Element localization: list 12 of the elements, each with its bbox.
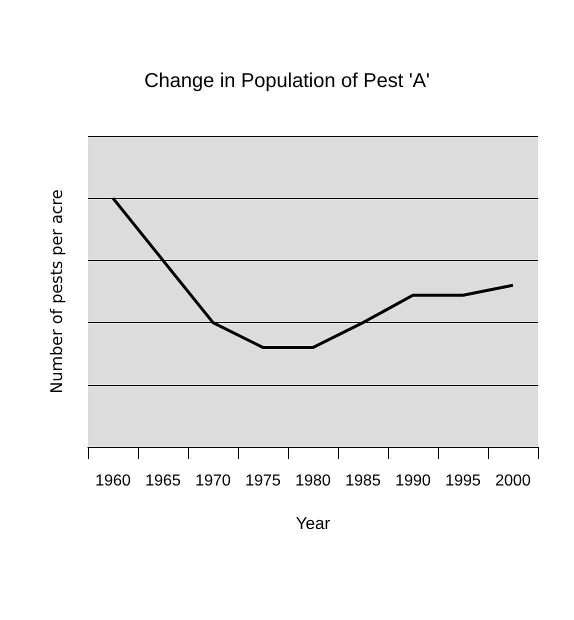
x-tick-label: 1975 [245, 472, 281, 490]
x-tick-label: 1990 [395, 472, 431, 490]
x-tick-label: 1965 [145, 472, 181, 490]
x-tick-label: 1985 [345, 472, 381, 490]
x-axis-title: Year [296, 514, 331, 533]
x-tick-label: 2000 [495, 472, 531, 490]
x-tick-label: 1960 [95, 472, 131, 490]
x-tick-label: 1970 [195, 472, 231, 490]
chart-title: Change in Population of Pest 'A' [144, 70, 430, 92]
x-tick-label: 1980 [295, 472, 331, 490]
y-axis-title: Number of pests per acre [47, 189, 66, 394]
x-tick-label: 1995 [445, 472, 481, 490]
